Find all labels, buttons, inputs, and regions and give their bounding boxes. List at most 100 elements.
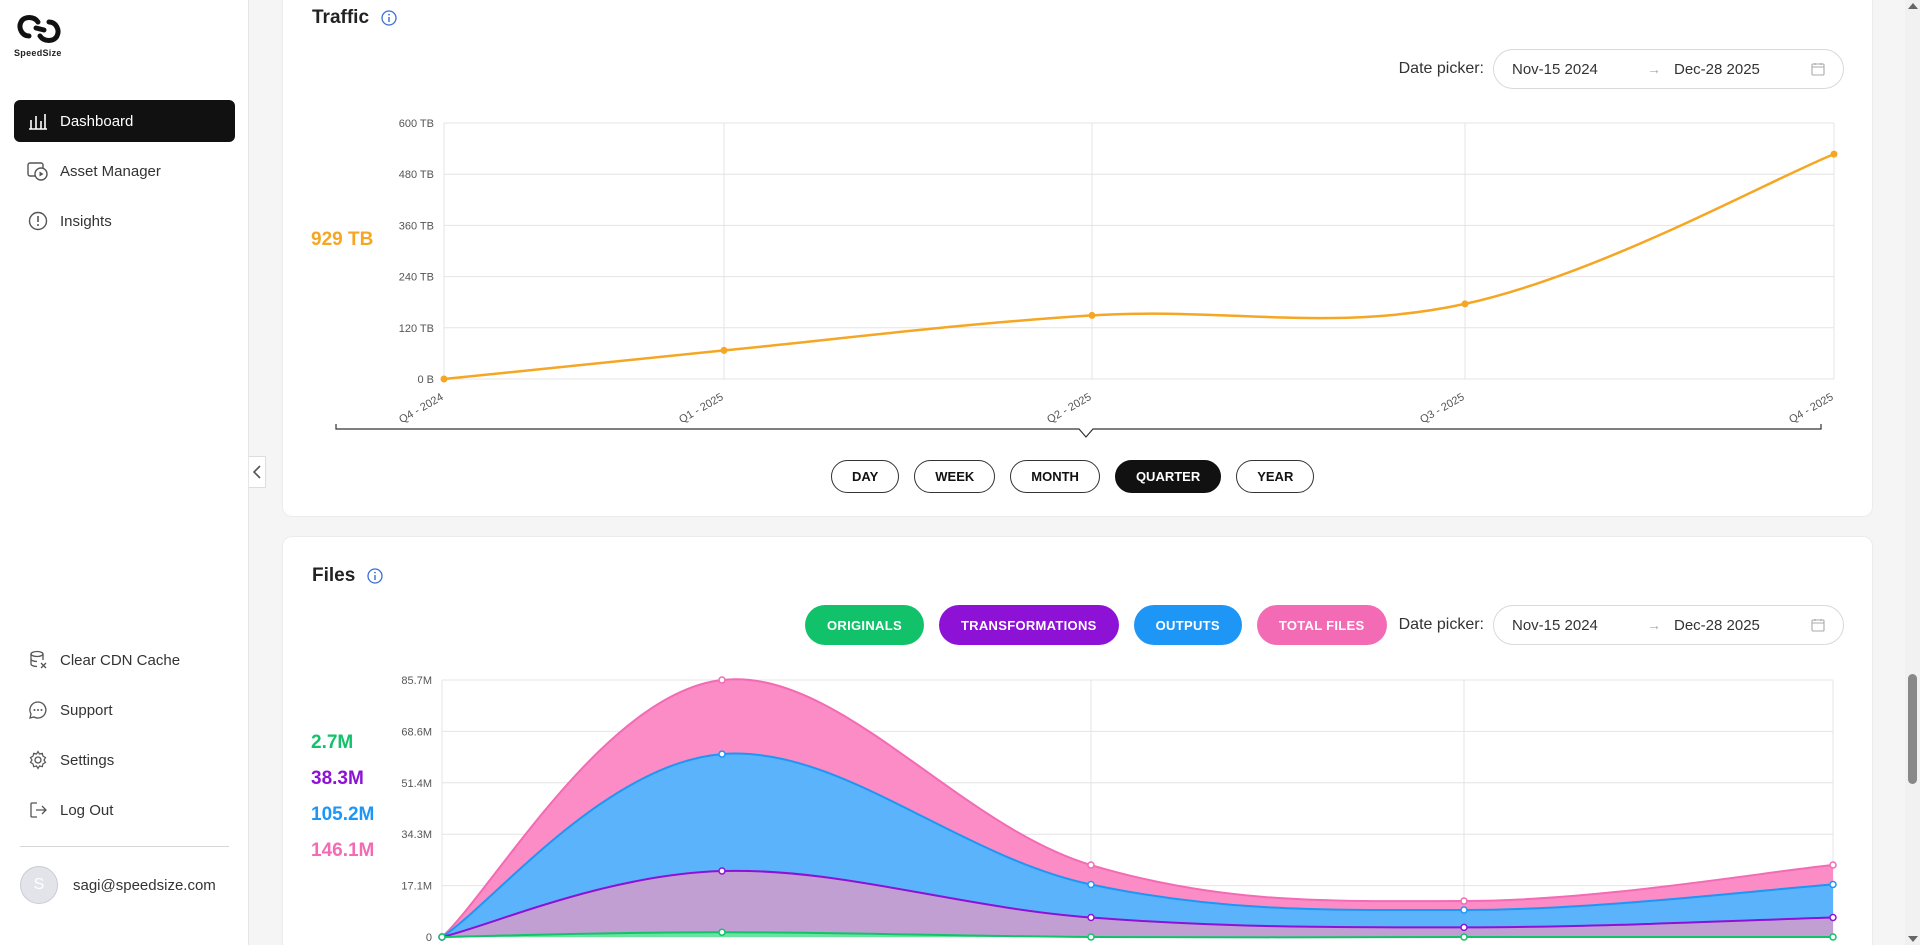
transformations-button[interactable]: TRANSFORMATIONS (938, 605, 1119, 645)
y-tick-label: 85.7M (401, 675, 432, 687)
x-tick-label: Q3 - 2025 (1418, 391, 1466, 426)
x-tick-label: Q2 - 2025 (1045, 391, 1093, 426)
sidebar-item-settings[interactable]: Settings (14, 739, 235, 781)
traffic-line-chart: 0 B 120 TB 240 TB 360 TB 480 TB 600 TB Q4 - 20… (335, 118, 1838, 438)
y-tick-label: 480 TB (399, 169, 434, 181)
date-to[interactable]: Dec-28 2025 (1674, 60, 1760, 78)
y-tick-label: 240 TB (399, 272, 434, 284)
date-from[interactable]: Nov-15 2024 (1512, 60, 1598, 78)
chart-bars-icon (27, 110, 49, 132)
secondary-nav: Clear CDN Cache Support Settings Log Out (14, 639, 235, 839)
chevron-left-icon (252, 465, 261, 479)
y-tick-label: 17.1M (401, 881, 432, 893)
outputs-total: 105.2M (311, 804, 375, 825)
traffic-data-point (1830, 150, 1838, 158)
period-year-button[interactable]: YEAR (1236, 460, 1315, 493)
speedsize-logo[interactable]: SpeedSize (14, 14, 74, 60)
traffic-data-point (720, 346, 728, 354)
transformations-data-point (1829, 913, 1837, 922)
avatar: S (20, 866, 58, 904)
x-tick-label: Q4 - 2025 (1787, 391, 1835, 426)
sidebar-item-support[interactable]: Support (14, 689, 235, 731)
period-day-button[interactable]: DAY (831, 460, 900, 493)
logout-icon (27, 799, 49, 821)
traffic-data-point (1461, 300, 1469, 308)
range-bracket (335, 424, 1822, 438)
sidebar-item-label: Dashboard (60, 112, 134, 130)
files-date-picker: Date picker: Nov-15 2024 → Dec-28 2025 (1399, 605, 1844, 645)
transformations-total: 38.3M (311, 768, 364, 789)
date-to[interactable]: Dec-28 2025 (1674, 616, 1760, 634)
traffic-title: Traffic (312, 7, 397, 29)
series-toggle-group: ORIGINALS TRANSFORMATIONS OUTPUTS TOTAL … (805, 605, 1402, 645)
sidebar-item-label: Support (60, 701, 113, 719)
date-range-input[interactable]: Nov-15 2024 → Dec-28 2025 (1493, 49, 1844, 89)
page-scrollbar[interactable] (1905, 0, 1920, 945)
total-files-button[interactable]: TOTAL FILES (1256, 605, 1387, 645)
outputs-button[interactable]: OUTPUTS (1133, 605, 1242, 645)
sidebar-item-log-out[interactable]: Log Out (14, 789, 235, 831)
traffic-data-point (1088, 311, 1096, 319)
sidebar: SpeedSize Dashboard Asset Manager Insigh… (0, 0, 249, 945)
logo-text: SpeedSize (14, 48, 62, 58)
period-week-button[interactable]: WEEK (914, 460, 996, 493)
calendar-icon[interactable] (1811, 618, 1825, 632)
transformations-area (442, 870, 1833, 937)
media-files-icon (27, 160, 49, 182)
transformations-data-point (1087, 913, 1095, 922)
period-month-button[interactable]: MONTH (1010, 460, 1100, 493)
user-profile[interactable]: S sagi@speedsize.com (20, 866, 216, 904)
logo-mark-icon (17, 15, 61, 43)
sidebar-item-dashboard[interactable]: Dashboard (14, 100, 235, 142)
scroll-up-arrow-icon[interactable] (1908, 3, 1918, 9)
sidebar-item-label: Insights (60, 212, 112, 230)
files-area-chart: 0 17.1M 34.3M 51.4M 68.6M 85.7M (401, 675, 1837, 944)
total-files-data-point (718, 676, 726, 684)
sidebar-item-asset-manager[interactable]: Asset Manager (14, 150, 235, 192)
database-clear-icon (27, 649, 49, 671)
traffic-series-line (443, 152, 1835, 381)
originals-total: 2.7M (311, 732, 354, 753)
date-range-input[interactable]: Nov-15 2024 → Dec-28 2025 (1493, 605, 1844, 645)
y-tick-label: 34.3M (401, 829, 432, 841)
files-card: Files ORIGINALS TRANSFORMATIONS OUTPUTS … (282, 536, 1873, 945)
sidebar-item-clear-cdn-cache[interactable]: Clear CDN Cache (14, 639, 235, 681)
traffic-total: 929 TB (311, 229, 374, 250)
user-email: sagi@speedsize.com (73, 876, 216, 894)
arrow-right-icon: → (1647, 61, 1661, 77)
alert-circle-icon (27, 210, 49, 232)
period-quarter-button[interactable]: QUARTER (1114, 460, 1222, 493)
y-tick-label: 51.4M (401, 778, 432, 790)
transformations-data-point (718, 867, 726, 875)
originals-data-point (718, 928, 726, 936)
originals-data-point (1829, 933, 1837, 941)
total-files-line (441, 678, 1834, 938)
y-tick-label: 360 TB (399, 220, 434, 232)
date-picker-label: Date picker: (1398, 60, 1484, 77)
outputs-data-point (1460, 906, 1468, 914)
originals-data-point (1460, 933, 1468, 941)
files-totals: 2.7M 38.3M 105.2M 146.1M (311, 732, 374, 876)
scrollbar-thumb[interactable] (1908, 674, 1917, 784)
card-title-text: Traffic (312, 7, 370, 28)
transformations-data-point (1460, 923, 1468, 932)
y-tick-label: 0 (426, 932, 432, 944)
info-icon[interactable] (367, 568, 383, 584)
sidebar-item-insights[interactable]: Insights (14, 200, 235, 242)
outputs-data-point (1829, 880, 1837, 889)
date-from[interactable]: Nov-15 2024 (1512, 616, 1598, 634)
sidebar-item-label: Asset Manager (60, 162, 161, 180)
info-icon[interactable] (381, 10, 397, 26)
date-picker-label: Date picker: (1398, 616, 1484, 633)
period-selector: DAY WEEK MONTH QUARTER YEAR (831, 460, 1329, 493)
originals-button[interactable]: ORIGINALS (805, 605, 924, 645)
outputs-data-point (718, 750, 726, 758)
collapse-sidebar-button[interactable] (249, 456, 266, 488)
outputs-data-point (1087, 880, 1095, 889)
main-nav: Dashboard Asset Manager Insights (14, 100, 235, 250)
scroll-down-arrow-icon[interactable] (1908, 936, 1918, 942)
originals-data-point (1087, 933, 1095, 941)
sidebar-item-label: Clear CDN Cache (60, 651, 181, 669)
sidebar-item-label: Log Out (60, 801, 114, 819)
calendar-icon[interactable] (1811, 62, 1825, 76)
